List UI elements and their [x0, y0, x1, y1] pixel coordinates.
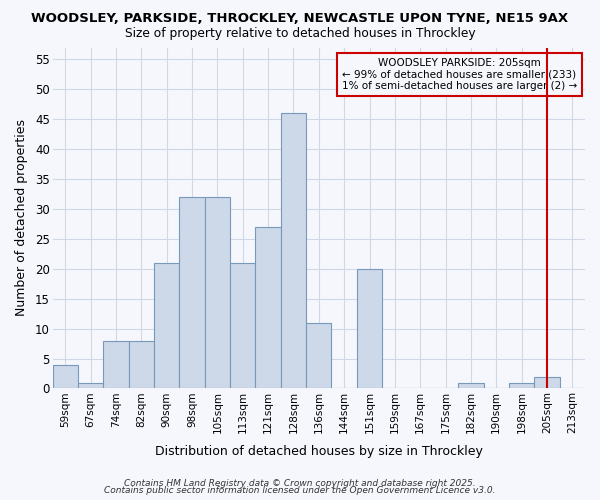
Text: Size of property relative to detached houses in Throckley: Size of property relative to detached ho…: [125, 28, 475, 40]
Bar: [128, 340, 154, 388]
Text: WOODSLEY PARKSIDE: 205sqm
← 99% of detached houses are smaller (233)
1% of semi-: WOODSLEY PARKSIDE: 205sqm ← 99% of detac…: [342, 58, 577, 91]
Bar: [154, 263, 179, 388]
Text: Contains public sector information licensed under the Open Government Licence v3: Contains public sector information licen…: [104, 486, 496, 495]
Bar: [103, 340, 128, 388]
Bar: [205, 197, 230, 388]
Bar: [256, 227, 281, 388]
Text: Contains HM Land Registry data © Crown copyright and database right 2025.: Contains HM Land Registry data © Crown c…: [124, 478, 476, 488]
Bar: [509, 382, 534, 388]
Bar: [357, 269, 382, 388]
Bar: [179, 197, 205, 388]
Bar: [230, 263, 256, 388]
Bar: [53, 364, 78, 388]
Bar: [458, 382, 484, 388]
X-axis label: Distribution of detached houses by size in Throckley: Distribution of detached houses by size …: [155, 444, 483, 458]
Bar: [306, 322, 331, 388]
Text: WOODSLEY, PARKSIDE, THROCKLEY, NEWCASTLE UPON TYNE, NE15 9AX: WOODSLEY, PARKSIDE, THROCKLEY, NEWCASTLE…: [31, 12, 569, 26]
Bar: [534, 376, 560, 388]
Y-axis label: Number of detached properties: Number of detached properties: [15, 120, 28, 316]
Bar: [78, 382, 103, 388]
Bar: [281, 114, 306, 388]
